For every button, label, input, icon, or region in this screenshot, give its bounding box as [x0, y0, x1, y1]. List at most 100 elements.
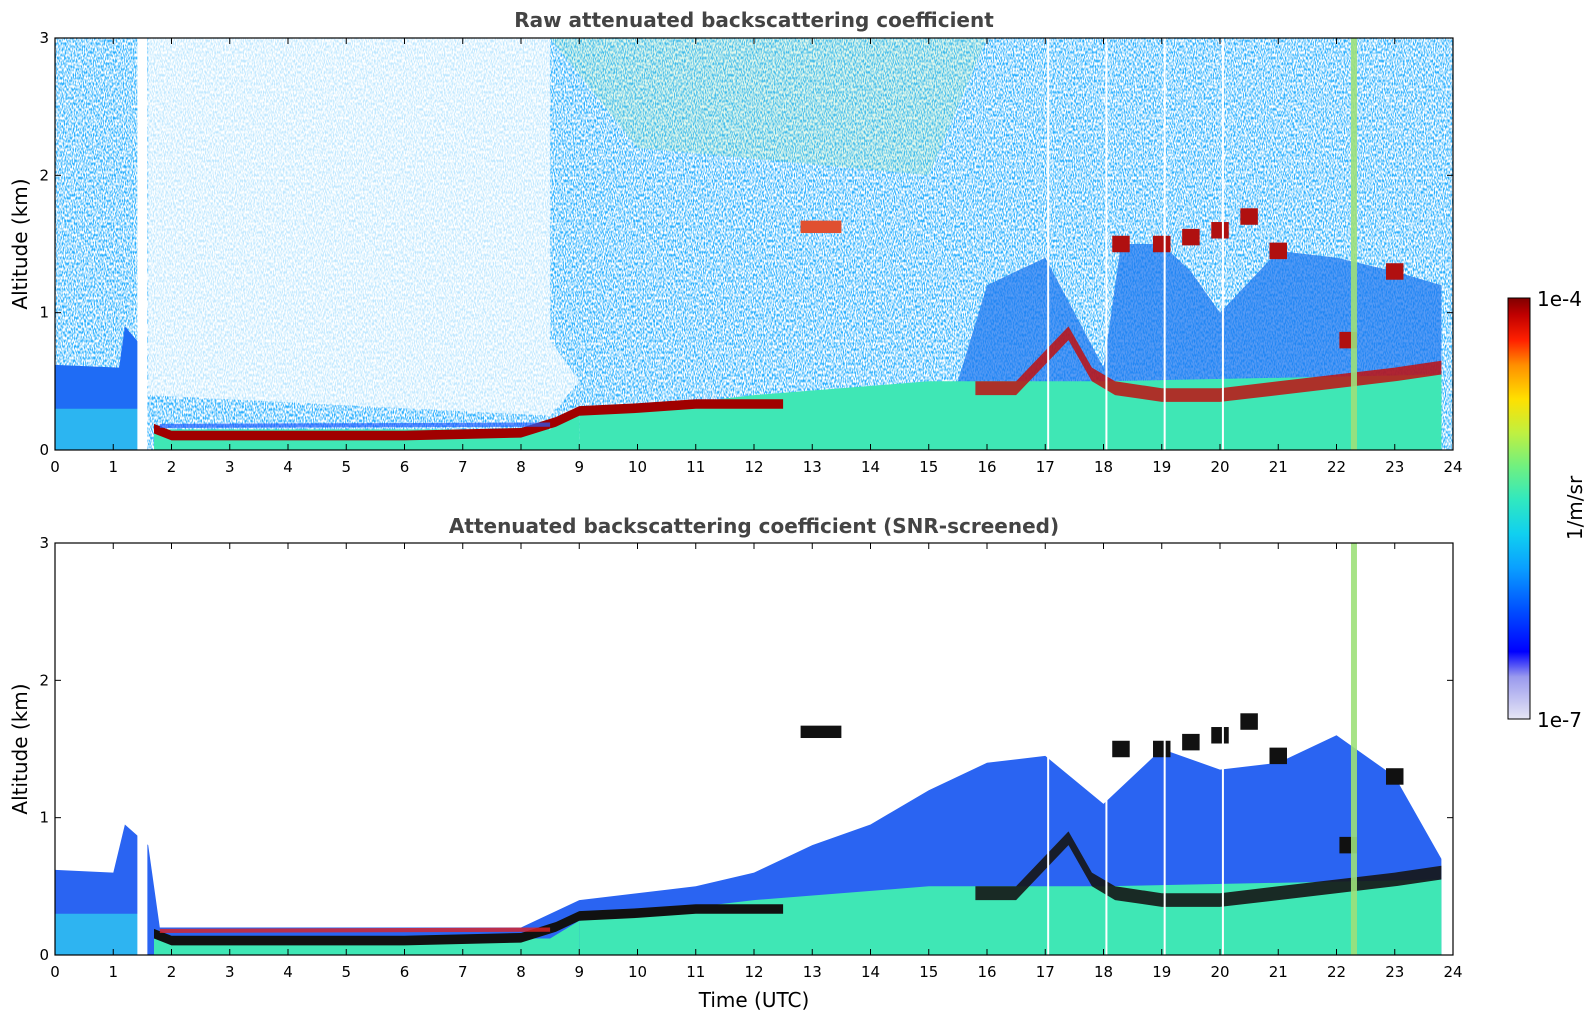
y-tick-label: 2 [39, 166, 49, 184]
x-tick-label: 18 [1094, 963, 1113, 981]
raw-cloud-fragment [1240, 208, 1258, 225]
x-tick-label: 11 [686, 963, 705, 981]
x-tick-label: 23 [1385, 458, 1404, 476]
panel-screened-xlabel: Time (UTC) [698, 988, 810, 1012]
y-tick-label: 3 [39, 29, 49, 47]
screened-data-gap [137, 543, 148, 955]
raw-boundary-layer [154, 399, 784, 441]
raw-elevated-layer [800, 220, 842, 234]
raw-cloud-fragment [1386, 263, 1404, 280]
raw-upper-noise-tint [550, 38, 987, 176]
x-tick-label: 10 [628, 458, 647, 476]
x-tick-label: 18 [1094, 458, 1113, 476]
screened-data-gap [1105, 543, 1108, 955]
x-tick-label: 22 [1327, 458, 1346, 476]
x-tick-label: 11 [686, 458, 705, 476]
raw-cloud-fragment [1112, 235, 1130, 253]
screened-elevated-layer [800, 725, 842, 739]
screened-cloud-fragment [1182, 733, 1200, 751]
x-tick-label: 13 [803, 458, 822, 476]
screened-data-gap [1221, 543, 1224, 955]
x-tick-label: 4 [283, 963, 293, 981]
x-tick-label: 6 [400, 458, 410, 476]
raw-vertical-spike [1350, 38, 1357, 450]
screened-boundary-layer [154, 904, 784, 946]
x-tick-label: 22 [1327, 963, 1346, 981]
screened-data-gap [1163, 543, 1166, 955]
x-tick-label: 5 [341, 963, 351, 981]
panel-screened-plot-area [55, 543, 1453, 955]
screened-morning-green [154, 920, 580, 955]
screened-cloud-fragment [1112, 740, 1130, 758]
y-tick-label: 0 [39, 946, 49, 964]
x-tick-label: 2 [167, 458, 177, 476]
colorbar: 1e-4 1e-7 1/m/sr [1507, 287, 1587, 732]
y-tick-label: 1 [39, 304, 49, 322]
panel-raw-title: Raw attenuated backscattering coefficien… [514, 8, 994, 32]
screened-cloud-fragment [1240, 713, 1258, 730]
x-tick-label: 20 [1210, 458, 1229, 476]
x-tick-label: 21 [1269, 963, 1288, 981]
x-tick-label: 3 [225, 963, 235, 981]
panel-raw: Raw attenuated backscattering coefficien… [8, 8, 1463, 476]
raw-data-gap [1163, 38, 1166, 450]
x-tick-label: 19 [1152, 458, 1171, 476]
raw-cloud-fragment [1153, 235, 1171, 253]
x-tick-label: 15 [919, 458, 938, 476]
x-tick-label: 9 [574, 963, 584, 981]
raw-data-gap [1105, 38, 1108, 450]
x-tick-label: 15 [919, 963, 938, 981]
x-tick-label: 7 [458, 963, 468, 981]
x-tick-label: 10 [628, 963, 647, 981]
colorbar-label: 1/m/sr [1563, 475, 1587, 540]
x-tick-label: 17 [1036, 458, 1055, 476]
y-tick-label: 2 [39, 671, 49, 689]
raw-cloud-fragment [1182, 228, 1200, 246]
raw-data-gap [1047, 38, 1050, 450]
raw-cloud-fragment [1211, 222, 1229, 239]
x-tick-label: 16 [977, 963, 996, 981]
raw-cloud-fragment [1269, 242, 1287, 260]
panel-screened: Attenuated backscattering coefficient (S… [8, 514, 1463, 1012]
x-tick-label: 6 [400, 963, 410, 981]
screened-residual-layer [975, 831, 1442, 907]
x-tick-label: 7 [458, 458, 468, 476]
x-tick-label: 12 [744, 963, 763, 981]
x-tick-label: 8 [516, 458, 526, 476]
x-tick-label: 2 [167, 963, 177, 981]
colorbar-min-label: 1e-7 [1537, 708, 1582, 732]
x-tick-label: 5 [341, 458, 351, 476]
x-tick-label: 1 [108, 963, 118, 981]
screened-cloud-fragment [1153, 740, 1171, 758]
panel-screened-ylabel: Altitude (km) [8, 683, 32, 814]
x-tick-label: 24 [1443, 458, 1462, 476]
x-tick-label: 3 [225, 458, 235, 476]
screened-cloud-fragment [1386, 768, 1404, 785]
x-tick-label: 20 [1210, 963, 1229, 981]
colorbar-gradient [1507, 297, 1531, 720]
x-tick-label: 14 [861, 963, 880, 981]
x-tick-label: 9 [574, 458, 584, 476]
screened-bl-top-red [159, 927, 551, 933]
x-tick-label: 19 [1152, 963, 1171, 981]
raw-bl-top-blue [159, 422, 551, 428]
x-tick-label: 0 [50, 458, 60, 476]
screened-cloud-fragment [1211, 727, 1229, 744]
x-tick-label: 21 [1269, 458, 1288, 476]
x-tick-label: 4 [283, 458, 293, 476]
x-tick-label: 23 [1385, 963, 1404, 981]
screened-cloud-fragment [1269, 747, 1287, 765]
x-tick-label: 13 [803, 963, 822, 981]
raw-data-gap [137, 38, 148, 450]
x-tick-label: 24 [1443, 963, 1462, 981]
y-tick-label: 3 [39, 534, 49, 552]
panel-raw-plot-area [55, 38, 1453, 450]
y-tick-label: 0 [39, 441, 49, 459]
x-tick-label: 14 [861, 458, 880, 476]
x-tick-label: 8 [516, 963, 526, 981]
panel-raw-ylabel: Altitude (km) [8, 178, 32, 309]
x-tick-label: 17 [1036, 963, 1055, 981]
screened-vertical-spike [1350, 543, 1357, 955]
raw-low-noise-region [148, 38, 580, 416]
